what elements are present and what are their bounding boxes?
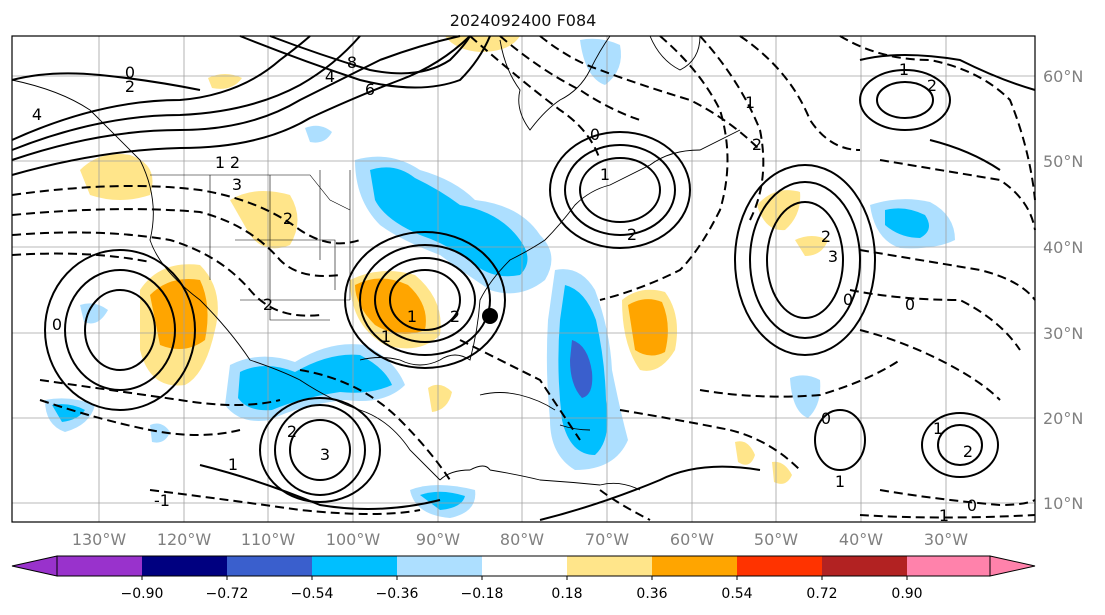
contour-label: 0 <box>590 125 600 144</box>
contour-label: 2 <box>963 442 973 461</box>
lat-label: 50°N <box>1043 152 1083 171</box>
contour-label: 1 <box>381 327 391 346</box>
contour-label: 2 <box>263 295 273 314</box>
lon-label: 70°W <box>585 530 629 549</box>
colorbar-segment <box>312 556 397 576</box>
colorbar-tick-label: 0.90 <box>891 586 922 602</box>
colorbar-segment <box>907 556 990 576</box>
contour-label: 1 <box>228 455 238 474</box>
map-area: 4 2 0 1 2 3 4 6 8 2 0 -1 2 1 2 3 1 1 2 1… <box>11 35 1036 525</box>
contour-label: 6 <box>365 80 375 99</box>
colorbar-tick-label: 0.18 <box>551 586 582 602</box>
contour-label: 2 <box>627 225 637 244</box>
lon-label: 100°W <box>326 530 381 549</box>
colorbar: −0.90 −0.72 −0.54 −0.36 −0.18 0.18 0.36 … <box>11 555 1036 602</box>
contour-label: 8 <box>347 53 357 72</box>
colorbar-tick-label: −0.36 <box>376 586 419 602</box>
longitude-labels: 130°W 120°W 110°W 100°W 90°W 80°W 70°W 6… <box>72 530 968 549</box>
lat-label: 10°N <box>1043 494 1083 513</box>
colorbar-segment <box>142 556 227 576</box>
contour-label: 0 <box>821 409 831 428</box>
colorbar-segment <box>652 556 737 576</box>
colorbar-segment <box>227 556 312 576</box>
contour-label: 3 <box>232 175 242 194</box>
contour-label: 0 <box>905 295 915 314</box>
contour-label: 2 <box>927 76 937 95</box>
contour-label: 1 <box>939 506 949 525</box>
contour-label: 0 <box>52 315 62 334</box>
contour-label: 0 <box>843 290 853 309</box>
contour-label: 3 <box>320 445 330 464</box>
lon-label: 120°W <box>157 530 212 549</box>
colorbar-tick-label: −0.54 <box>291 586 334 602</box>
contour-label: 1 <box>933 419 943 438</box>
lon-label: 60°W <box>670 530 714 549</box>
storm-center-marker <box>482 308 498 324</box>
colorbar-extend-low <box>11 555 58 577</box>
contour-label: 2 <box>450 307 460 326</box>
contour-labels: 4 2 0 1 2 3 4 6 8 2 0 -1 2 1 2 3 1 1 2 1… <box>32 53 977 525</box>
contour-label: 1 <box>835 472 845 491</box>
colorbar-tick-label: −0.90 <box>121 586 164 602</box>
map-title: 2024092400 F084 <box>450 11 597 30</box>
contour-label: 1 <box>600 165 610 184</box>
lat-label: 30°N <box>1043 324 1083 343</box>
contour-label: 1 <box>215 153 225 172</box>
colorbar-frame <box>56 555 991 577</box>
contour-label: 2 <box>125 77 135 96</box>
lon-label: 80°W <box>500 530 544 549</box>
contour-label: 1 <box>407 307 417 326</box>
colorbar-segment <box>822 556 907 576</box>
lat-label: 20°N <box>1043 409 1083 428</box>
political-borders <box>150 170 351 321</box>
latitude-labels: 60°N 50°N 40°N 30°N 20°N 10°N <box>1043 67 1083 513</box>
graticule <box>12 36 1035 522</box>
colorbar-segment <box>397 556 482 576</box>
contour-label: 4 <box>325 67 335 86</box>
colorbar-tick-label: 0.36 <box>636 586 667 602</box>
lon-label: 30°W <box>924 530 968 549</box>
contour-label: 2 <box>283 209 293 228</box>
colorbar-tick-label: 0.72 <box>806 586 837 602</box>
lon-label: 40°W <box>839 530 883 549</box>
contour-label: 0 <box>967 496 977 515</box>
contour-label: 2 <box>230 153 240 172</box>
contour-label: 1 <box>745 93 755 112</box>
contour-label: 4 <box>32 105 42 124</box>
colorbar-segment <box>57 556 142 576</box>
contour-label: 0 <box>125 63 135 82</box>
dashed-contours <box>11 35 1036 521</box>
lon-label: 110°W <box>241 530 296 549</box>
lon-label: 90°W <box>416 530 460 549</box>
colorbar-extend-high <box>989 555 1036 577</box>
colorbar-tick-label: −0.18 <box>461 586 504 602</box>
contour-label: 1 <box>899 60 909 79</box>
colorbar-segment <box>482 556 567 576</box>
lon-label: 50°W <box>754 530 798 549</box>
colorbar-segment <box>567 556 652 576</box>
lat-label: 40°N <box>1043 238 1083 257</box>
lon-label: 130°W <box>72 530 127 549</box>
contour-label: 2 <box>821 227 831 246</box>
colorbar-tick-label: −0.72 <box>206 586 249 602</box>
contour-label: 2 <box>287 422 297 441</box>
contour-label: 2 <box>752 135 762 154</box>
contour-label: -1 <box>154 491 170 510</box>
colorbar-tick-label: 0.54 <box>721 586 752 602</box>
colorbar-segment <box>737 556 822 576</box>
lat-label: 60°N <box>1043 67 1083 86</box>
solid-contours <box>11 35 1036 521</box>
contour-label: 3 <box>828 247 838 266</box>
map-frame <box>11 35 1036 523</box>
